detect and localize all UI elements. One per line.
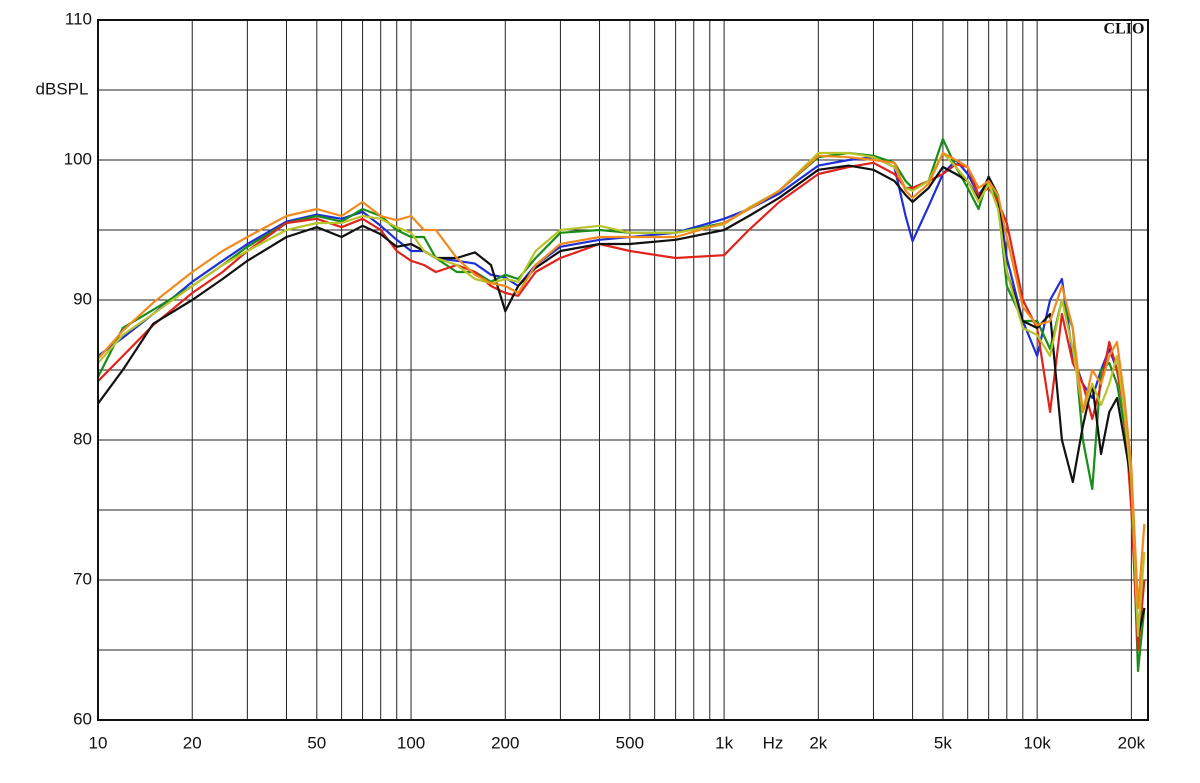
x-tick-label: 5k bbox=[934, 733, 952, 752]
x-tick-label: 1k bbox=[715, 733, 733, 752]
y-tick-label: 80 bbox=[73, 429, 92, 448]
y-tick-label: 90 bbox=[73, 289, 92, 308]
x-tick-label: 10 bbox=[89, 733, 108, 752]
series-line bbox=[97, 161, 1146, 652]
y-tick-label: 100 bbox=[64, 149, 92, 168]
series-line bbox=[97, 151, 1146, 610]
plot-frame bbox=[97, 19, 1149, 721]
series-line bbox=[97, 151, 1146, 638]
x-tick-label: 100 bbox=[397, 733, 425, 752]
x-tick-label: 20 bbox=[183, 733, 202, 752]
x-tick-label: 10k bbox=[1023, 733, 1051, 752]
watermark: CLIO bbox=[1104, 21, 1145, 38]
x-tick-label: 50 bbox=[307, 733, 326, 752]
y-tick-label: 70 bbox=[73, 569, 92, 588]
x-axis-label: Hz bbox=[763, 733, 784, 752]
x-tick-label: 20k bbox=[1118, 733, 1146, 752]
y-tick-label: 60 bbox=[73, 709, 92, 728]
x-tick-label: 500 bbox=[616, 733, 644, 752]
x-tick-label: 2k bbox=[809, 733, 827, 752]
series-line bbox=[97, 156, 1146, 610]
y-tick-label: 110 bbox=[65, 9, 92, 28]
series-line bbox=[97, 137, 1146, 673]
series-line bbox=[97, 164, 1146, 638]
y-axis-label: dBSPL bbox=[36, 79, 89, 98]
x-tick-label: 200 bbox=[491, 733, 519, 752]
